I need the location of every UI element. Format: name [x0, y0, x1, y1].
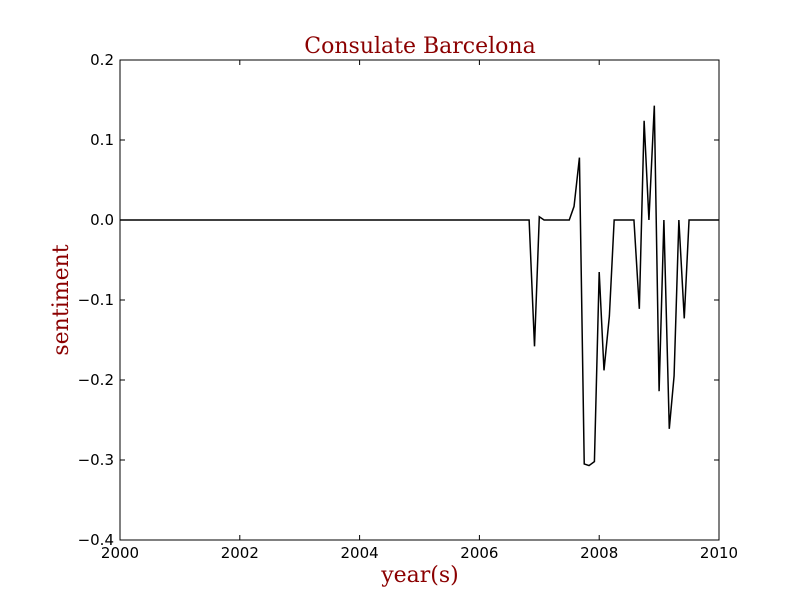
- plot-area-frame: [119, 59, 720, 541]
- y-tick-label: −0.4: [78, 531, 114, 549]
- y-axis-label: sentiment: [49, 244, 74, 355]
- y-tick-label: 0.2: [90, 51, 114, 69]
- y-tick-label: 0.1: [90, 131, 114, 149]
- x-tick-label: 2008: [580, 544, 618, 562]
- sentiment-series-line: [120, 105, 719, 467]
- y-tick-label: −0.2: [78, 371, 114, 389]
- x-tick-label: 2006: [460, 544, 498, 562]
- x-axis-ticks: 2000 2002 2004 2006 2008 2010: [101, 60, 738, 562]
- chart-title: Consulate Barcelona: [304, 34, 535, 59]
- x-tick-label: 2004: [341, 544, 379, 562]
- x-tick-label: 2002: [221, 544, 259, 562]
- y-tick-label: 0.0: [90, 211, 114, 229]
- x-axis-label: year(s): [380, 563, 459, 588]
- y-tick-label: −0.1: [78, 291, 114, 309]
- y-axis-ticks: −0.4 −0.3 −0.2 −0.1 0.0 0.1 0.2: [78, 51, 719, 549]
- y-tick-label: −0.3: [78, 451, 114, 469]
- x-tick-label: 2010: [700, 544, 738, 562]
- x-tick-label: 2000: [101, 544, 139, 562]
